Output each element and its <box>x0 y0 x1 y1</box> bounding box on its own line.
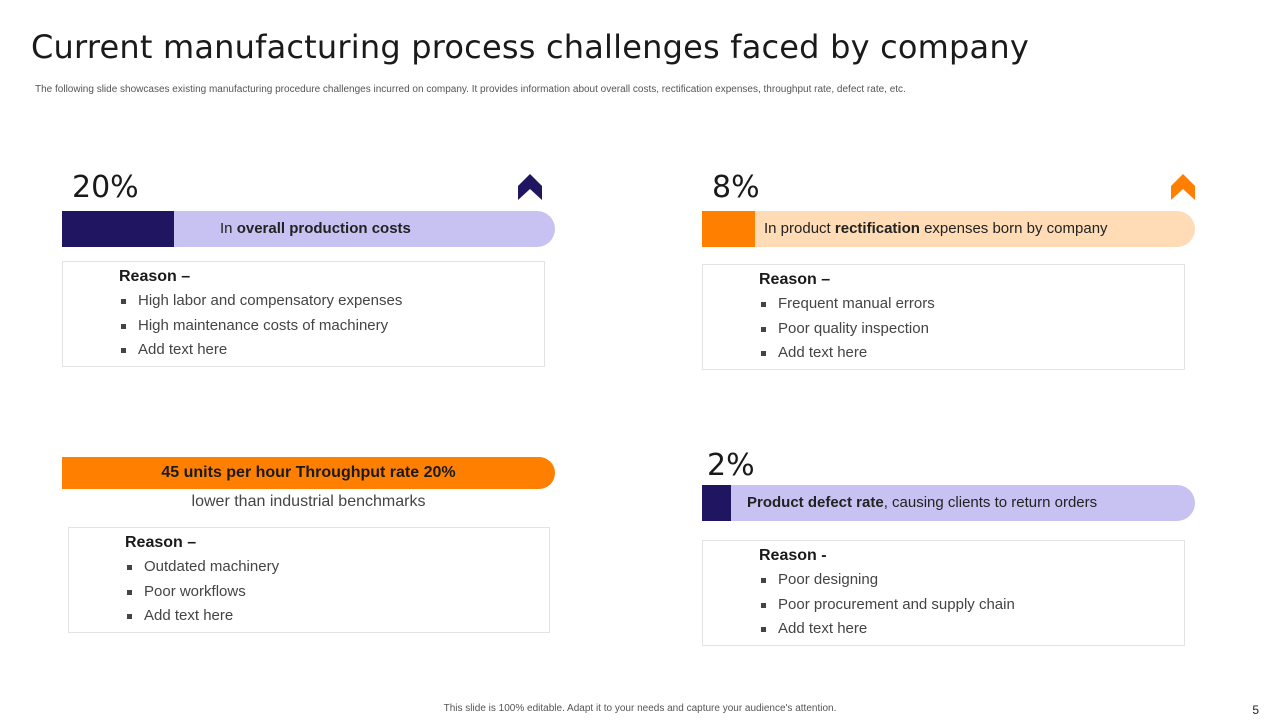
list-item: Poor designing <box>759 568 1015 593</box>
list-item: Poor procurement and supply chain <box>759 593 1015 618</box>
costs-bar-block <box>62 211 174 247</box>
rectification-bar-bold: rectification <box>834 220 920 237</box>
costs-bar: In overall production costs <box>62 211 555 247</box>
rectification-reason-list: Frequent manual errors Poor quality insp… <box>759 292 935 366</box>
rectification-percent: 8% <box>712 170 760 205</box>
list-item: Frequent manual errors <box>759 292 935 317</box>
throughput-subtext: lower than industrial benchmarks <box>191 493 426 510</box>
throughput-reason-list: Outdated machinery Poor workflows Add te… <box>125 555 279 629</box>
costs-bar-text: In overall production costs <box>220 211 411 247</box>
defect-reason-list: Poor designing Poor procurement and supp… <box>759 568 1015 642</box>
defect-percent: 2% <box>707 448 755 483</box>
chevron-up-icon <box>1171 174 1195 200</box>
rectification-bar: In product rectification expenses born b… <box>702 211 1195 247</box>
defect-bar: Product defect rate, causing clients to … <box>702 485 1195 521</box>
list-item: Poor quality inspection <box>759 317 935 342</box>
list-item: Add text here <box>119 338 402 363</box>
rectification-bar-pre: In product <box>764 220 835 237</box>
rectification-reason-title: Reason – <box>759 271 831 288</box>
defect-bar-block <box>702 485 731 521</box>
defect-reason-title: Reason - <box>759 547 827 564</box>
costs-bar-pre: In <box>220 220 237 237</box>
costs-bar-bold: overall production costs <box>236 220 411 237</box>
costs-percent: 20% <box>72 170 139 205</box>
list-item: High labor and compensatory expenses <box>119 289 402 314</box>
list-item: Add text here <box>759 341 935 366</box>
page-title: Current manufacturing process challenges… <box>31 28 1029 66</box>
costs-reason-title: Reason – <box>119 268 191 285</box>
list-item: Add text here <box>125 604 279 629</box>
defect-reason-box: Reason - Poor designing Poor procurement… <box>702 540 1185 646</box>
costs-reason-box: Reason – High labor and compensatory exp… <box>62 261 545 367</box>
defect-bar-bold: Product defect rate <box>747 494 884 511</box>
costs-reason-list: High labor and compensatory expenses Hig… <box>119 289 402 363</box>
page-number: 5 <box>1252 703 1259 717</box>
defect-bar-post: , causing clients to return orders <box>883 494 1098 511</box>
throughput-reason-title: Reason – <box>125 534 197 551</box>
rectification-bar-block <box>702 211 755 247</box>
throughput-reason-box: Reason – Outdated machinery Poor workflo… <box>68 527 550 633</box>
list-item: Poor workflows <box>125 580 279 605</box>
footer-note: This slide is 100% editable. Adapt it to… <box>443 703 837 714</box>
defect-bar-text: Product defect rate, causing clients to … <box>747 485 1097 521</box>
rectification-reason-box: Reason – Frequent manual errors Poor qua… <box>702 264 1185 370</box>
list-item: Outdated machinery <box>125 555 279 580</box>
list-item: Add text here <box>759 617 1015 642</box>
rectification-bar-text: In product rectification expenses born b… <box>764 211 1108 247</box>
rectification-bar-post: expenses born by company <box>919 220 1108 237</box>
list-item: High maintenance costs of machinery <box>119 314 402 339</box>
page-subtitle: The following slide showcases existing m… <box>35 84 906 95</box>
throughput-bar: 45 units per hour Throughput rate 20% <box>62 457 555 489</box>
chevron-up-icon <box>518 174 542 200</box>
